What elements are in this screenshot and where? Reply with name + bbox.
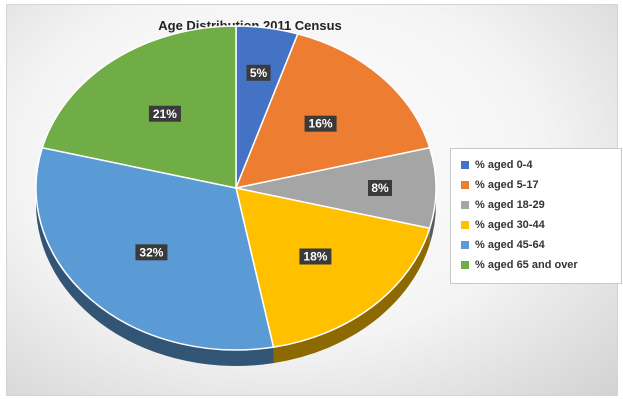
data-label-box	[148, 105, 181, 122]
data-label-text: 8%	[371, 181, 389, 195]
data-label-3: 18%	[299, 248, 332, 265]
data-label-text: 21%	[153, 107, 177, 121]
data-label-5: 21%	[148, 105, 181, 122]
data-label-text: 16%	[309, 117, 333, 131]
legend-swatch	[461, 241, 469, 249]
data-label-0: 5%	[246, 64, 271, 81]
pie-slice-2	[235, 146, 437, 230]
legend-label: % aged 5-17	[475, 179, 539, 191]
legend-item-3: % aged 30-44	[461, 215, 621, 235]
legend-item-4: % aged 45-64	[461, 235, 621, 255]
pie-side-3	[273, 228, 430, 364]
legend-item-5: % aged 65 and over	[461, 255, 621, 275]
legend-label: % aged 65 and over	[475, 259, 578, 271]
legend-label: % aged 30-44	[475, 219, 545, 231]
legend-label: % aged 0-4	[475, 159, 533, 171]
chart-legend: % aged 0-4 % aged 5-17 % aged 18-29 % aged …	[450, 148, 622, 284]
data-label-2: 8%	[368, 180, 392, 196]
legend-label: % aged 45-64	[475, 239, 545, 251]
data-label-box	[304, 115, 337, 132]
pie-side-2	[429, 188, 436, 245]
legend-swatch	[461, 161, 469, 169]
legend-label: % aged 18-29	[475, 199, 545, 211]
data-label-text: 32%	[139, 245, 163, 259]
data-label-text: 5%	[250, 66, 268, 80]
data-label-text: 18%	[303, 249, 327, 263]
legend-swatch	[461, 201, 469, 209]
legend-swatch	[461, 261, 469, 269]
legend-item-1: % aged 5-17	[461, 175, 621, 195]
data-label-1: 16%	[304, 115, 337, 132]
pie-side-walls	[36, 188, 436, 366]
legend-item-2: % aged 18-29	[461, 195, 621, 215]
legend-swatch	[461, 221, 469, 229]
data-label-box	[368, 180, 392, 196]
pie-slice-3	[235, 187, 431, 348]
data-label-4: 32%	[135, 244, 168, 261]
legend-item-0: % aged 0-4	[461, 155, 621, 175]
pie-slice-1	[234, 33, 431, 190]
data-label-box	[299, 248, 332, 265]
data-label-box	[135, 244, 168, 261]
legend-swatch	[461, 181, 469, 189]
data-label-box	[246, 64, 271, 81]
pie-slice-5	[41, 25, 237, 189]
